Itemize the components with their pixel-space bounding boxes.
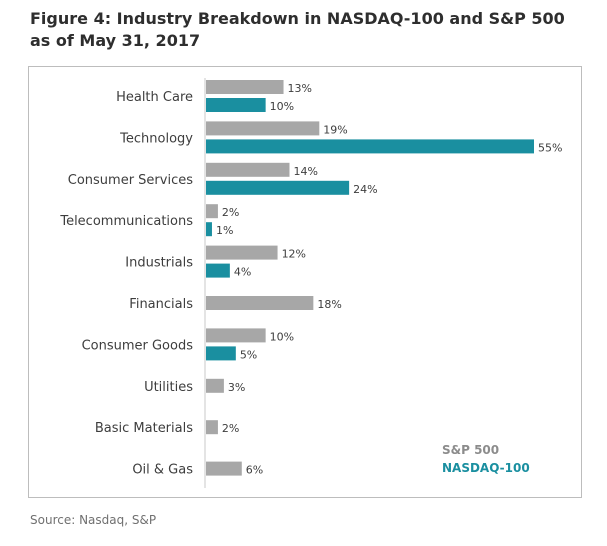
bar-nasdaq-100-telecommunications: [206, 222, 212, 237]
category-label-basic-materials: Basic Materials: [95, 421, 193, 436]
bar-sandp-500-utilities: [206, 378, 224, 393]
data-label-nasdaq-100-technology: 55%: [538, 141, 562, 154]
legend-item-nasdaq100: NASDAQ-100: [442, 461, 530, 475]
bar-sandp-500-consumer-goods: [206, 328, 266, 343]
data-label-sandp-500-industrials: 12%: [282, 248, 306, 261]
data-label-nasdaq-100-consumer-goods: 5%: [240, 348, 257, 361]
chart-frame: [28, 66, 582, 498]
bar-sandp-500-industrials: [206, 245, 278, 260]
bar-sandp-500-health-care: [206, 80, 284, 94]
chart-title: Figure 4: Industry Breakdown in NASDAQ-1…: [30, 9, 565, 50]
category-label-utilities: Utilities: [144, 380, 193, 395]
data-label-sandp-500-consumer-services: 14%: [293, 165, 317, 178]
category-label-consumer-goods: Consumer Goods: [82, 338, 194, 353]
category-label-industrials: Industrials: [125, 256, 193, 271]
data-label-sandp-500-basic-materials: 2%: [222, 422, 239, 435]
chart-source-note: Source: Nasdaq, S&P: [30, 513, 157, 527]
bar-nasdaq-100-consumer-services: [206, 180, 350, 195]
data-label-nasdaq-100-health-care: 10%: [270, 100, 294, 113]
data-label-nasdaq-100-telecommunications: 1%: [216, 224, 233, 237]
bar-nasdaq-100-health-care: [206, 98, 266, 112]
bar-sandp-500-basic-materials: [206, 420, 218, 435]
category-label-financials: Financials: [129, 297, 193, 312]
data-label-sandp-500-health-care: 13%: [288, 82, 312, 95]
data-label-sandp-500-financials: 18%: [317, 298, 341, 311]
category-label-telecommunications: Telecommunications: [59, 214, 193, 229]
bar-nasdaq-100-industrials: [206, 263, 230, 278]
data-label-sandp-500-telecommunications: 2%: [222, 206, 239, 219]
data-label-nasdaq-100-industrials: 4%: [234, 266, 251, 279]
bar-sandp-500-consumer-services: [206, 162, 290, 177]
data-label-nasdaq-100-consumer-services: 24%: [353, 183, 377, 196]
bar-sandp-500-oil-and-gas: [206, 461, 242, 476]
legend-item-sp500: S&P 500: [442, 443, 500, 457]
category-label-technology: Technology: [119, 131, 193, 146]
data-label-sandp-500-technology: 19%: [323, 123, 347, 136]
category-label-consumer-services: Consumer Services: [68, 173, 193, 188]
bar-sandp-500-technology: [206, 121, 320, 136]
category-label-oil-and-gas: Oil & Gas: [132, 463, 193, 478]
data-label-sandp-500-oil-and-gas: 6%: [246, 464, 263, 477]
bar-nasdaq-100-technology: [206, 139, 534, 154]
data-label-sandp-500-utilities: 3%: [228, 381, 245, 394]
bar-sandp-500-telecommunications: [206, 204, 218, 219]
bar-nasdaq-100-consumer-goods: [206, 346, 236, 361]
category-label-health-care: Health Care: [116, 90, 193, 105]
bar-sandp-500-financials: [206, 296, 314, 310]
chart-legend: S&P 500 NASDAQ-100: [442, 441, 530, 477]
data-label-sandp-500-consumer-goods: 10%: [270, 330, 294, 343]
